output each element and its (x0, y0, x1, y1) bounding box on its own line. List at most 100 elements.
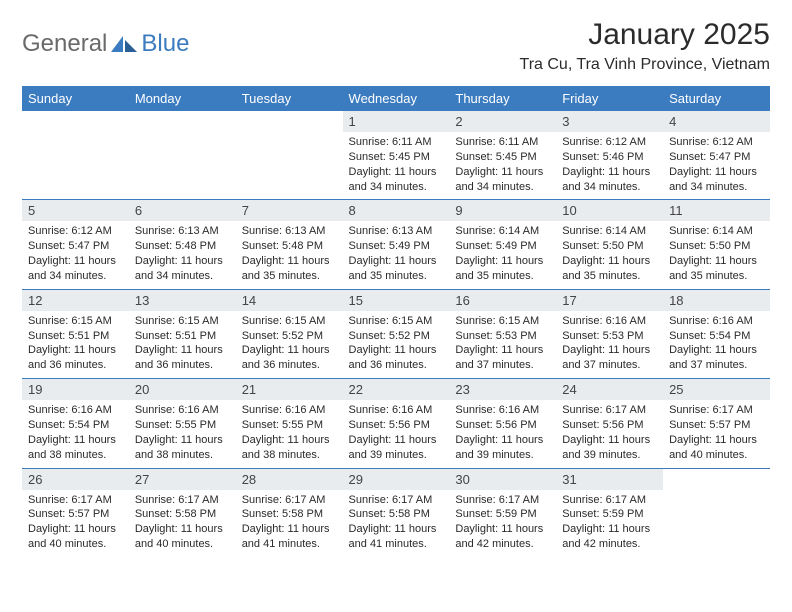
daylight-line: Daylight: 11 hours and 40 minutes. (28, 522, 123, 552)
daylight-line: Daylight: 11 hours and 34 minutes. (669, 165, 764, 195)
sunrise-line: Sunrise: 6:17 AM (562, 493, 657, 508)
sunrise-line: Sunrise: 6:17 AM (349, 493, 444, 508)
sunset-line: Sunset: 5:46 PM (562, 150, 657, 165)
daylight-line: Daylight: 11 hours and 35 minutes. (242, 254, 337, 284)
sunrise-line: Sunrise: 6:16 AM (242, 403, 337, 418)
day-cell: 25Sunrise: 6:17 AMSunset: 5:57 PMDayligh… (663, 379, 770, 468)
sunset-line: Sunset: 5:45 PM (455, 150, 550, 165)
daylight-line: Daylight: 11 hours and 36 minutes. (242, 343, 337, 373)
day-details: Sunrise: 6:17 AMSunset: 5:59 PMDaylight:… (449, 490, 556, 557)
sunset-line: Sunset: 5:57 PM (28, 507, 123, 522)
daylight-line: Daylight: 11 hours and 37 minutes. (669, 343, 764, 373)
day-details: Sunrise: 6:14 AMSunset: 5:49 PMDaylight:… (449, 221, 556, 288)
day-details: Sunrise: 6:11 AMSunset: 5:45 PMDaylight:… (343, 132, 450, 199)
sunset-line: Sunset: 5:58 PM (242, 507, 337, 522)
dow-sun: Sunday (22, 86, 129, 111)
day-cell: 26Sunrise: 6:17 AMSunset: 5:57 PMDayligh… (22, 468, 129, 557)
sunset-line: Sunset: 5:54 PM (669, 329, 764, 344)
daylight-line: Daylight: 11 hours and 41 minutes. (242, 522, 337, 552)
calendar-page: General Blue January 2025 Tra Cu, Tra Vi… (0, 0, 792, 557)
day-number: 21 (236, 379, 343, 400)
daylight-line: Daylight: 11 hours and 38 minutes. (135, 433, 230, 463)
daylight-line: Daylight: 11 hours and 34 minutes. (349, 165, 444, 195)
daylight-line: Daylight: 11 hours and 36 minutes. (135, 343, 230, 373)
sunrise-line: Sunrise: 6:13 AM (135, 224, 230, 239)
day-cell: 15Sunrise: 6:15 AMSunset: 5:52 PMDayligh… (343, 289, 450, 378)
sunset-line: Sunset: 5:57 PM (669, 418, 764, 433)
day-cell: 23Sunrise: 6:16 AMSunset: 5:56 PMDayligh… (449, 379, 556, 468)
sunset-line: Sunset: 5:56 PM (455, 418, 550, 433)
dow-fri: Friday (556, 86, 663, 111)
daylight-line: Daylight: 11 hours and 34 minutes. (135, 254, 230, 284)
empty-cell (129, 111, 236, 200)
sunset-line: Sunset: 5:56 PM (349, 418, 444, 433)
day-number: 27 (129, 469, 236, 490)
daylight-line: Daylight: 11 hours and 34 minutes. (562, 165, 657, 195)
sunset-line: Sunset: 5:45 PM (349, 150, 444, 165)
sunrise-line: Sunrise: 6:16 AM (669, 314, 764, 329)
week-row: 19Sunrise: 6:16 AMSunset: 5:54 PMDayligh… (22, 379, 770, 468)
day-details: Sunrise: 6:12 AMSunset: 5:46 PMDaylight:… (556, 132, 663, 199)
day-cell: 6 Sunrise: 6:13 AMSunset: 5:48 PMDaylight… (129, 200, 236, 289)
sunset-line: Sunset: 5:59 PM (455, 507, 550, 522)
day-cell: 10Sunrise: 6:14 AMSunset: 5:50 PMDayligh… (556, 200, 663, 289)
sunset-line: Sunset: 5:49 PM (455, 239, 550, 254)
day-cell: 16Sunrise: 6:15 AMSunset: 5:53 PMDayligh… (449, 289, 556, 378)
month-title: January 2025 (520, 18, 770, 52)
day-details: Sunrise: 6:17 AMSunset: 5:57 PMDaylight:… (22, 490, 129, 557)
week-row: 26Sunrise: 6:17 AMSunset: 5:57 PMDayligh… (22, 468, 770, 557)
sunrise-line: Sunrise: 6:16 AM (349, 403, 444, 418)
daylight-line: Daylight: 11 hours and 36 minutes. (349, 343, 444, 373)
sunrise-line: Sunrise: 6:16 AM (28, 403, 123, 418)
sunrise-line: Sunrise: 6:17 AM (135, 493, 230, 508)
day-details: Sunrise: 6:15 AMSunset: 5:51 PMDaylight:… (22, 311, 129, 378)
day-cell: 3Sunrise: 6:12 AMSunset: 5:46 PMDaylight… (556, 111, 663, 200)
logo: General Blue (22, 30, 189, 58)
day-cell: 31Sunrise: 6:17 AMSunset: 5:59 PMDayligh… (556, 468, 663, 557)
day-number: 2 (449, 111, 556, 132)
day-details: Sunrise: 6:16 AMSunset: 5:55 PMDaylight:… (129, 400, 236, 467)
empty-cell (22, 111, 129, 200)
day-number: 14 (236, 290, 343, 311)
day-number: 5 (22, 200, 129, 221)
day-number: 7 (236, 200, 343, 221)
daylight-line: Daylight: 11 hours and 36 minutes. (28, 343, 123, 373)
day-details: Sunrise: 6:12 AMSunset: 5:47 PMDaylight:… (663, 132, 770, 199)
daylight-line: Daylight: 11 hours and 38 minutes. (242, 433, 337, 463)
daylight-line: Daylight: 11 hours and 35 minutes. (669, 254, 764, 284)
sunrise-line: Sunrise: 6:12 AM (562, 135, 657, 150)
sunrise-line: Sunrise: 6:13 AM (242, 224, 337, 239)
day-cell: 21Sunrise: 6:16 AMSunset: 5:55 PMDayligh… (236, 379, 343, 468)
sunset-line: Sunset: 5:58 PM (135, 507, 230, 522)
day-number: 23 (449, 379, 556, 400)
daylight-line: Daylight: 11 hours and 41 minutes. (349, 522, 444, 552)
sunrise-line: Sunrise: 6:14 AM (562, 224, 657, 239)
day-details: Sunrise: 6:16 AMSunset: 5:56 PMDaylight:… (343, 400, 450, 467)
logo-sail-icon (111, 34, 137, 54)
day-cell: 22Sunrise: 6:16 AMSunset: 5:56 PMDayligh… (343, 379, 450, 468)
daylight-line: Daylight: 11 hours and 35 minutes. (455, 254, 550, 284)
sunset-line: Sunset: 5:56 PM (562, 418, 657, 433)
calendar-body: 1Sunrise: 6:11 AMSunset: 5:45 PMDaylight… (22, 111, 770, 557)
day-number: 12 (22, 290, 129, 311)
day-cell: 12Sunrise: 6:15 AMSunset: 5:51 PMDayligh… (22, 289, 129, 378)
calendar-table: Sunday Monday Tuesday Wednesday Thursday… (22, 86, 770, 557)
sunrise-line: Sunrise: 6:17 AM (28, 493, 123, 508)
empty-cell (236, 111, 343, 200)
sunrise-line: Sunrise: 6:17 AM (562, 403, 657, 418)
day-details: Sunrise: 6:17 AMSunset: 5:58 PMDaylight:… (236, 490, 343, 557)
sunset-line: Sunset: 5:48 PM (135, 239, 230, 254)
sunset-line: Sunset: 5:59 PM (562, 507, 657, 522)
sunrise-line: Sunrise: 6:15 AM (455, 314, 550, 329)
day-cell: 20Sunrise: 6:16 AMSunset: 5:55 PMDayligh… (129, 379, 236, 468)
day-cell: 17Sunrise: 6:16 AMSunset: 5:53 PMDayligh… (556, 289, 663, 378)
day-number: 16 (449, 290, 556, 311)
sunrise-line: Sunrise: 6:17 AM (669, 403, 764, 418)
day-cell: 9Sunrise: 6:14 AMSunset: 5:49 PMDaylight… (449, 200, 556, 289)
sunrise-line: Sunrise: 6:11 AM (455, 135, 550, 150)
title-block: January 2025 Tra Cu, Tra Vinh Province, … (520, 18, 770, 74)
day-number: 6 (129, 200, 236, 221)
day-cell: 24Sunrise: 6:17 AMSunset: 5:56 PMDayligh… (556, 379, 663, 468)
day-cell: 27Sunrise: 6:17 AMSunset: 5:58 PMDayligh… (129, 468, 236, 557)
dow-tue: Tuesday (236, 86, 343, 111)
